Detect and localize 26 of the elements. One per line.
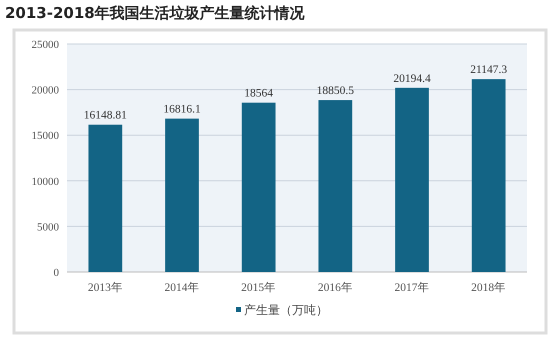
- bar: [88, 124, 122, 272]
- y-tick-label: 5000: [37, 221, 60, 234]
- data-label: 16816.1: [163, 104, 201, 116]
- x-tick-label: 2018年: [471, 281, 506, 294]
- x-tick-label: 2016年: [318, 281, 353, 294]
- data-label: 20194.4: [393, 72, 431, 85]
- bar: [165, 118, 199, 272]
- data-label: 16148.81: [84, 110, 128, 122]
- x-tick-label: 2017年: [394, 281, 430, 294]
- bar: [242, 102, 276, 272]
- bar: [318, 100, 352, 272]
- y-tick-label: 20000: [32, 84, 60, 97]
- legend-label: 产生量（万吨）: [244, 303, 328, 317]
- data-label: 21147.3: [470, 64, 508, 76]
- x-tick-label: 2015年: [241, 281, 276, 294]
- bar: [472, 79, 506, 272]
- y-tick-label: 15000: [32, 130, 60, 142]
- x-tick-label: 2014年: [164, 281, 200, 294]
- y-tick-label: 25000: [32, 39, 60, 51]
- data-label: 18564: [244, 88, 274, 100]
- bar: [395, 88, 429, 272]
- x-tick-label: 2013年: [88, 281, 123, 294]
- chart-title: 2013-2018年我国生活垃圾产生量统计情况: [5, 4, 306, 22]
- y-tick-label: 0: [54, 267, 60, 279]
- data-label: 18850.5: [316, 85, 354, 98]
- y-tick-label: 10000: [32, 176, 60, 188]
